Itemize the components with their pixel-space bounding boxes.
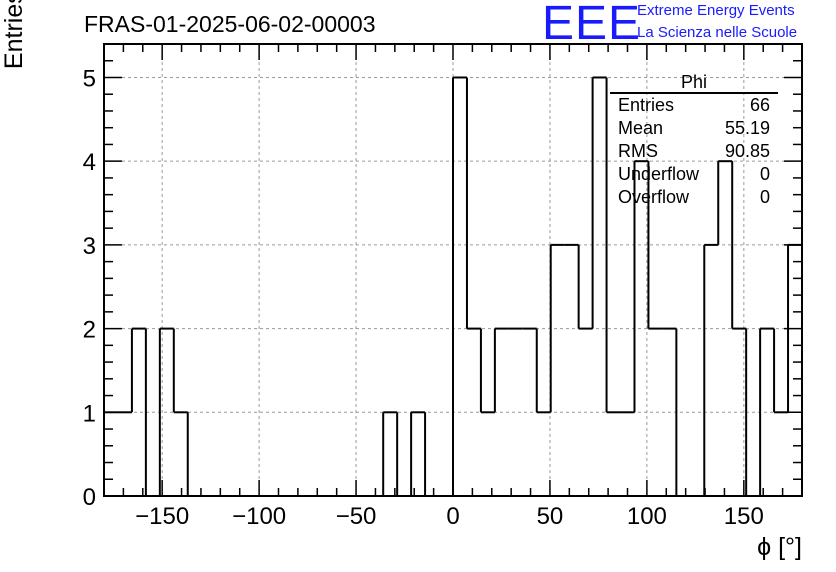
y-tick-label: 2 — [83, 317, 96, 344]
x-tick-label: 150 — [724, 503, 764, 530]
stats-value: 90.85 — [724, 141, 770, 161]
x-tick-label: −50 — [336, 503, 377, 530]
y-tick-label: 1 — [83, 400, 96, 427]
y-tick-label: 3 — [83, 233, 96, 260]
x-tick-label: −150 — [135, 503, 189, 530]
y-tick-label: 4 — [83, 149, 96, 176]
logo-line-2: La Scienza nelle Scuole — [637, 24, 798, 41]
x-tick-label: 0 — [446, 503, 459, 530]
stats-label: Overflow — [618, 187, 690, 207]
stats-label: RMS — [618, 141, 658, 161]
stats-value: 0 — [759, 187, 770, 207]
plot-title: FRAS-01-2025-06-02-00003 — [84, 11, 376, 37]
stats-row: Mean 55.19 — [610, 117, 778, 140]
x-axis-label: ϕ [°] — [757, 533, 802, 561]
logo-line-1: Extreme Energy Events — [637, 2, 795, 19]
stats-label: Mean — [618, 118, 664, 138]
y-tick-label: 0 — [83, 484, 96, 511]
stats-row: Entries 66 — [610, 94, 778, 117]
eee-logo: EEE — [542, 0, 642, 50]
stats-value: 66 — [749, 95, 770, 115]
x-tick-label: 50 — [537, 503, 564, 530]
x-tick-label: 100 — [627, 503, 667, 530]
stats-label: Underflow — [618, 164, 700, 184]
y-axis-label: Entries/bin — [0, 0, 28, 70]
stats-title: Phi — [610, 72, 778, 94]
stats-box: Phi Entries 66 Mean 55.19 RMS 90.85 Unde… — [610, 72, 778, 209]
x-tick-label: −100 — [232, 503, 286, 530]
stats-value: 0 — [759, 164, 770, 184]
y-tick-label: 5 — [83, 65, 96, 92]
stats-value: 55.19 — [724, 118, 770, 138]
stats-row: RMS 90.85 — [610, 140, 778, 163]
stats-label: Entries — [618, 95, 675, 115]
stats-row: Underflow 0 — [610, 163, 778, 186]
stats-row: Overflow 0 — [610, 186, 778, 209]
